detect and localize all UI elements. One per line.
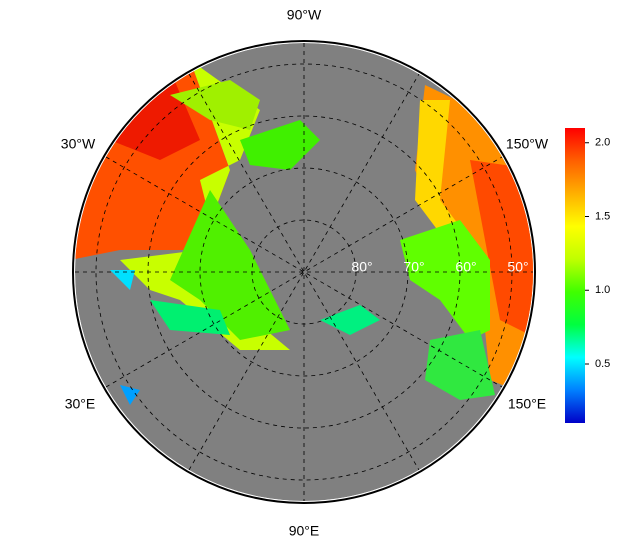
colorbar-tick-label: 1.0	[595, 284, 610, 296]
colorbar	[565, 128, 585, 423]
ocean-field	[425, 330, 495, 400]
ocean-field	[470, 160, 533, 340]
longitude-label: 30°W	[61, 136, 96, 152]
graticule	[75, 43, 533, 501]
ocean-field	[120, 385, 140, 405]
ocean-field	[170, 80, 260, 130]
longitude-label: 150°E	[508, 396, 546, 412]
longitude-label: 90°E	[289, 523, 320, 539]
ocean-field	[120, 60, 290, 350]
longitude-label: 30°E	[65, 396, 96, 412]
ocean-field	[400, 220, 490, 340]
latitude-label: 60°	[455, 259, 476, 275]
colorbar-tick-label: 0.5	[595, 358, 610, 370]
latitude-label: 80°	[351, 259, 372, 275]
latitude-label: 50°	[507, 259, 528, 275]
colorbar-tick-label: 1.5	[595, 210, 610, 222]
longitude-label: 90°W	[287, 7, 322, 23]
longitude-label: 150°W	[506, 136, 549, 152]
ocean-field	[320, 305, 380, 335]
ocean-field	[110, 270, 135, 290]
latitude-label: 70°	[403, 259, 424, 275]
colorbar-tick-label: 2.0	[595, 137, 610, 149]
ocean-field	[170, 190, 290, 340]
ocean-field	[240, 120, 320, 170]
labels: 90°W 30°W 150°W 30°E 150°E 90°E 80° 70° 60° 50°	[61, 7, 549, 539]
